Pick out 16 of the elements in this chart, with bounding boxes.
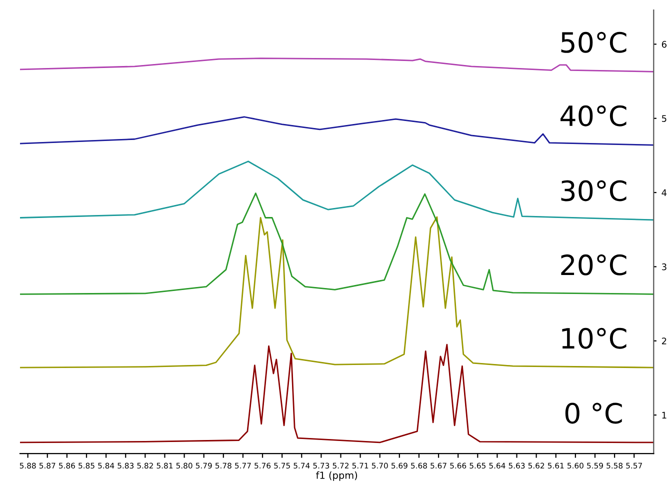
y-tick-label: 2 [662,338,666,344]
line-series [20,216,654,368]
series-label: 30°C [561,180,626,202]
series-label: 50°C [561,32,626,53]
x-axis-title: f1 (ppm) [316,471,358,481]
y-tick-label: 6 [662,40,666,48]
series-label: 10°C [562,328,626,349]
line-series [20,160,654,221]
series-label: 40°C [560,105,626,126]
y-tick-label: 3 [662,263,666,270]
series-label: 0 °C [565,402,622,424]
y-tick-label: 5 [662,115,666,122]
series-label: 20°C [561,254,626,276]
y-tick-label: 1 [662,412,666,418]
y-tick-label: 4 [662,189,667,196]
line-series [20,58,654,72]
